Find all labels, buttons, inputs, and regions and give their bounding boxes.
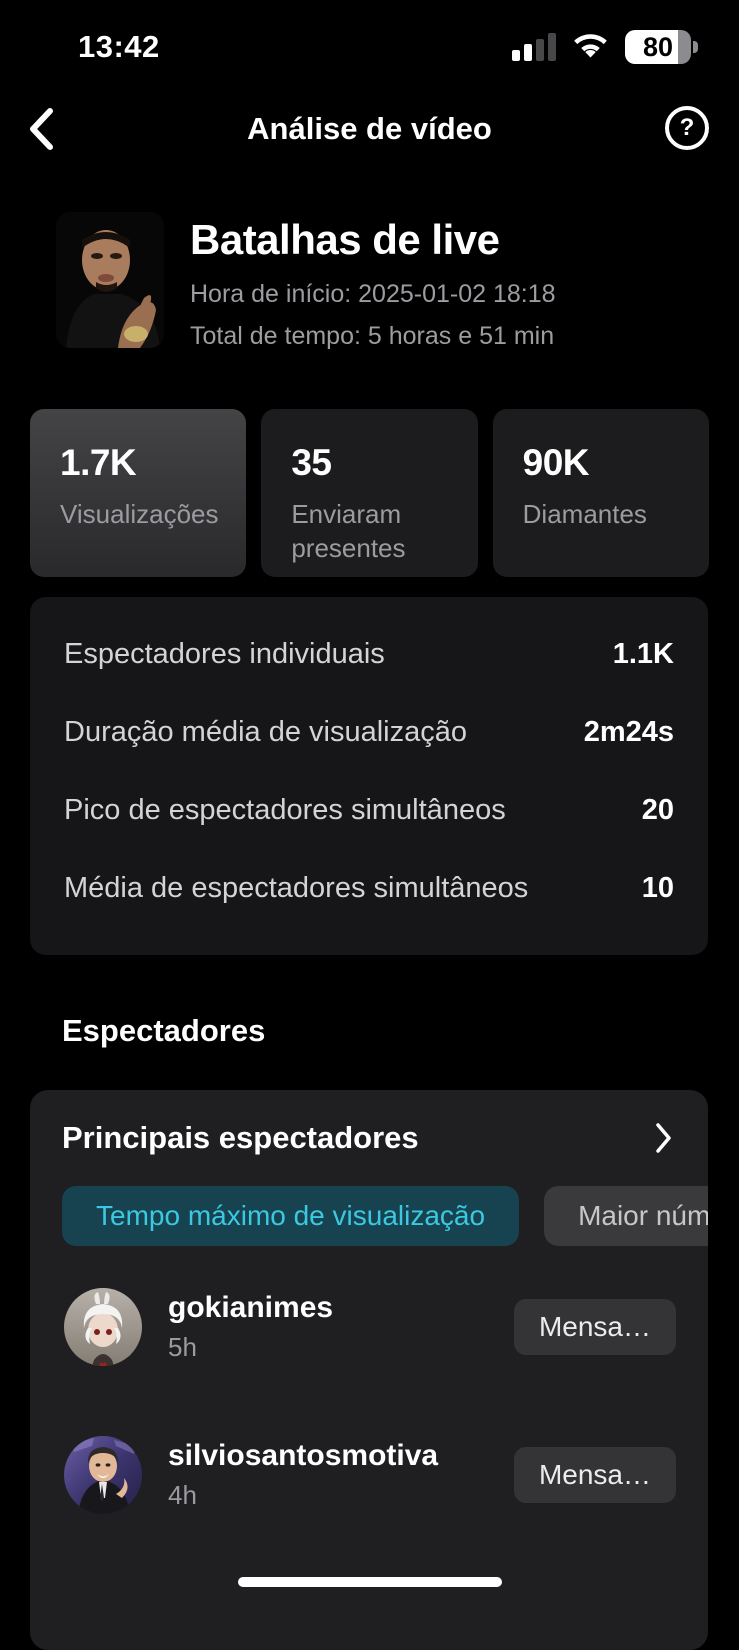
battery-percent: 80 <box>642 31 674 62</box>
metrics-card: Espectadores individuais 1.1K Duração mé… <box>30 597 708 955</box>
video-thumbnail[interactable] <box>56 212 164 348</box>
viewer-watch-time: 4h <box>168 1480 197 1510</box>
avatar[interactable] <box>64 1436 142 1514</box>
avatar[interactable] <box>64 1288 142 1366</box>
metric-label: Duração média de visualização <box>64 715 467 748</box>
wifi-icon <box>574 34 607 58</box>
metric-value: 2m24s <box>583 715 674 748</box>
tile-value: 90K <box>522 442 590 483</box>
video-title: Batalhas de live <box>190 216 500 263</box>
avatar-image <box>64 1436 142 1514</box>
viewer-watch-time: 5h <box>168 1332 197 1362</box>
tile-value: 1.7K <box>60 442 137 483</box>
metric-value: 10 <box>641 871 674 904</box>
question-circle-icon: ? <box>665 106 709 150</box>
filter-max-watch-time[interactable]: Tempo máximo de visualização <box>62 1186 520 1246</box>
metric-row-peak-concurrent: Pico de espectadores simultâneos 20 <box>64 771 674 849</box>
metric-label: Espectadores individuais <box>64 637 385 670</box>
tile-views[interactable]: 1.7K Visualizações <box>30 409 247 577</box>
page-title: Análise de vídeo <box>247 111 492 146</box>
top-viewers-card: Principais espectadores Tempo máximo de … <box>30 1090 708 1650</box>
header: Análise de vídeo ? <box>0 96 739 162</box>
tile-label: Diamantes <box>522 499 647 529</box>
back-button[interactable] <box>28 104 72 154</box>
metric-row-unique-viewers: Espectadores individuais 1.1K <box>64 615 674 693</box>
metric-value: 20 <box>641 793 674 826</box>
viewers-heading: Espectadores <box>62 1013 266 1048</box>
filter-label: Maior número <box>578 1200 708 1231</box>
chevron-right-icon <box>656 1123 671 1153</box>
top-viewers-title: Principais espectadores <box>62 1120 419 1155</box>
cellular-signal-icon <box>512 33 556 61</box>
tile-value: 35 <box>291 442 332 483</box>
svg-text:?: ? <box>680 114 695 141</box>
tile-gifters[interactable]: 35 Enviaram presentes <box>261 409 478 577</box>
start-time: Hora de início: 2025-01-02 18:18 <box>190 280 556 308</box>
total-time: Total de tempo: 5 horas e 51 min <box>190 322 555 350</box>
help-button[interactable]: ? <box>663 104 711 152</box>
top-viewers-header[interactable]: Principais espectadores <box>30 1090 708 1156</box>
viewer-username[interactable]: silviosantosmotiva <box>168 1439 439 1472</box>
viewer-username[interactable]: gokianimes <box>168 1291 334 1324</box>
stat-tiles: 1.7K Visualizações 35 Enviaram presentes… <box>30 409 709 577</box>
clock: 13:42 <box>78 29 160 64</box>
avatar-image <box>64 1288 142 1366</box>
tile-label: Visualizações <box>60 499 219 529</box>
metric-label: Pico de espectadores simultâneos <box>64 793 506 826</box>
metric-row-avg-watch-duration: Duração média de visualização 2m24s <box>64 693 674 771</box>
chevron-left-icon <box>30 108 53 150</box>
viewer-row[interactable]: gokianimes 5h Mensa… <box>30 1288 708 1366</box>
metric-row-avg-concurrent: Média de espectadores simultâneos 10 <box>64 849 674 927</box>
filter-label: Tempo máximo de visualização <box>96 1200 486 1231</box>
message-button[interactable]: Mensa… <box>513 1299 676 1355</box>
status-bar: 13:42 80 <box>0 0 739 68</box>
battery-icon: 80 <box>625 30 698 64</box>
viewer-row[interactable]: silviosantosmotiva 4h Mensa… <box>30 1436 708 1514</box>
tile-label: Enviaram presentes <box>291 499 406 563</box>
metric-value: 1.1K <box>612 637 674 670</box>
video-summary: Batalhas de live Hora de início: 2025-01… <box>56 212 709 351</box>
home-indicator[interactable] <box>237 1577 502 1587</box>
metric-label: Média de espectadores simultâneos <box>64 871 529 904</box>
thumbnail-image <box>56 212 164 348</box>
tile-diamonds[interactable]: 90K Diamantes <box>492 409 709 577</box>
viewer-filters: Tempo máximo de visualização Maior númer… <box>62 1186 708 1246</box>
message-button[interactable]: Mensa… <box>513 1447 676 1503</box>
filter-highest-number[interactable]: Maior número <box>544 1186 708 1246</box>
